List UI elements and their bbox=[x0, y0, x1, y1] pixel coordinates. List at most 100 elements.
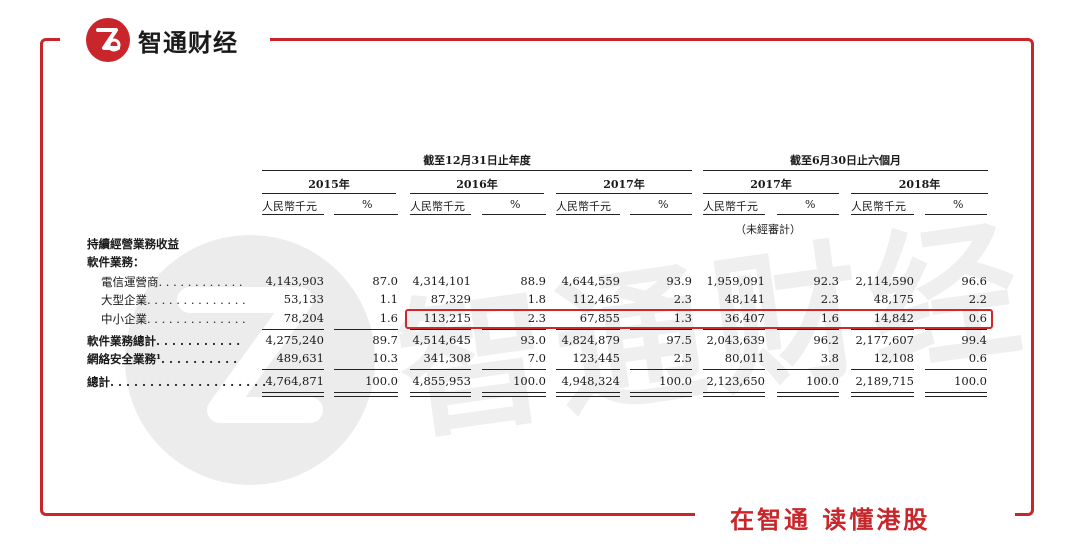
rule bbox=[703, 170, 988, 171]
year-header: 2018年 bbox=[898, 178, 941, 191]
total-rule bbox=[556, 392, 620, 393]
rule bbox=[262, 214, 324, 215]
subtotal-rule bbox=[851, 329, 914, 330]
amount-cell: 4,824,879 bbox=[561, 333, 620, 347]
subtotal-rule bbox=[703, 329, 765, 330]
pct-header: % bbox=[658, 198, 669, 211]
percent-cell: 0.6 bbox=[968, 351, 987, 365]
amount-cell: 4,948,324 bbox=[561, 374, 620, 388]
rule bbox=[777, 214, 839, 215]
subtotal-rule bbox=[777, 329, 839, 330]
amount-cell: 4,644,559 bbox=[561, 274, 620, 288]
amount-cell: 123,445 bbox=[572, 351, 620, 365]
total-rule bbox=[410, 369, 471, 370]
percent-cell: 10.3 bbox=[372, 351, 398, 365]
rule bbox=[262, 193, 396, 194]
row-label: 電信運營商. . . . . . . . . . . . bbox=[101, 275, 243, 289]
amount-cell: 113,215 bbox=[423, 311, 471, 325]
amount-cell: 2,177,607 bbox=[855, 333, 914, 347]
header-group-halfyear: 截至6月30日止六個月 bbox=[790, 154, 901, 167]
percent-cell: 1.3 bbox=[673, 311, 692, 325]
row-label: 網絡安全業務¹. . . . . . . . . . bbox=[87, 352, 238, 366]
total-rule bbox=[334, 369, 398, 370]
amount-cell: 2,123,650 bbox=[706, 374, 765, 388]
percent-cell: 92.3 bbox=[813, 274, 839, 288]
watermark-logo-icon bbox=[120, 230, 380, 494]
total-rule bbox=[482, 396, 546, 397]
brand-name: 智通财经 bbox=[138, 28, 238, 57]
red-frame bbox=[40, 38, 1034, 516]
total-rule bbox=[334, 396, 398, 397]
amount-cell: 14,842 bbox=[873, 311, 914, 325]
rule bbox=[703, 214, 765, 215]
percent-cell: 3.8 bbox=[820, 351, 839, 365]
total-rule bbox=[630, 369, 692, 370]
amount-cell: 1,959,091 bbox=[706, 274, 765, 288]
total-rule bbox=[851, 396, 914, 397]
year-header: 2015年 bbox=[308, 178, 350, 191]
row-label: 軟件業務： bbox=[87, 255, 145, 269]
pct-header: % bbox=[510, 198, 521, 211]
amount-cell: 2,043,639 bbox=[706, 333, 765, 347]
brand-slogan: 在智通 读懂港股 bbox=[730, 506, 931, 534]
total-rule bbox=[556, 369, 620, 370]
total-rule bbox=[703, 392, 765, 393]
subtotal-rule bbox=[630, 329, 692, 330]
amount-cell: 489,631 bbox=[276, 351, 324, 365]
subtotal-rule bbox=[410, 329, 471, 330]
subtotal-rule bbox=[482, 329, 546, 330]
amount-cell: 67,855 bbox=[579, 311, 620, 325]
row-label: 軟件業務總計. . . . . . . . . . . bbox=[87, 334, 241, 348]
total-rule bbox=[262, 392, 324, 393]
unit-header: 人民幣千元 bbox=[262, 200, 317, 213]
amount-cell: 4,514,645 bbox=[412, 333, 471, 347]
subtotal-rule bbox=[556, 329, 620, 330]
percent-cell: 100.0 bbox=[365, 374, 398, 388]
pct-header: % bbox=[362, 198, 373, 211]
percent-cell: 1.1 bbox=[379, 292, 398, 306]
amount-cell: 80,011 bbox=[724, 351, 765, 365]
total-rule bbox=[482, 369, 546, 370]
total-rule bbox=[851, 369, 914, 370]
amount-cell: 112,465 bbox=[572, 292, 620, 306]
rule bbox=[851, 193, 988, 194]
percent-cell: 87.0 bbox=[372, 274, 398, 288]
total-rule bbox=[410, 396, 471, 397]
percent-cell: 2.2 bbox=[968, 292, 987, 306]
rule bbox=[851, 214, 914, 215]
unit-header: 人民幣千元 bbox=[556, 200, 611, 213]
total-rule bbox=[925, 396, 987, 397]
rule bbox=[925, 214, 987, 215]
total-rule bbox=[925, 369, 987, 370]
amount-cell: 12,108 bbox=[873, 351, 914, 365]
total-rule bbox=[334, 392, 398, 393]
logo-icon bbox=[86, 18, 130, 62]
amount-cell: 341,308 bbox=[423, 351, 471, 365]
percent-cell: 88.9 bbox=[520, 274, 546, 288]
percent-cell: 97.5 bbox=[666, 333, 692, 347]
amount-cell: 4,764,871 bbox=[265, 374, 324, 388]
total-rule bbox=[703, 369, 765, 370]
percent-cell: 96.2 bbox=[813, 333, 839, 347]
percent-cell: 96.6 bbox=[961, 274, 987, 288]
total-rule bbox=[630, 392, 692, 393]
percent-cell: 100.0 bbox=[954, 374, 987, 388]
unit-header: 人民幣千元 bbox=[703, 200, 758, 213]
total-rule bbox=[262, 369, 324, 370]
rule bbox=[262, 170, 692, 171]
unit-header: 人民幣千元 bbox=[410, 200, 465, 213]
year-header: 2017年 bbox=[750, 178, 792, 191]
total-rule bbox=[556, 396, 620, 397]
row-label: 持續經營業務收益 bbox=[87, 237, 179, 251]
total-rule bbox=[703, 396, 765, 397]
amount-cell: 2,189,715 bbox=[855, 374, 914, 388]
percent-cell: 100.0 bbox=[806, 374, 839, 388]
percent-cell: 100.0 bbox=[513, 374, 546, 388]
brand-logo: 智通财经 bbox=[86, 18, 238, 62]
amount-cell: 4,855,953 bbox=[412, 374, 471, 388]
amount-cell: 53,133 bbox=[283, 292, 324, 306]
amount-cell: 48,141 bbox=[724, 292, 765, 306]
row-label: 大型企業. . . . . . . . . . . . . . bbox=[101, 293, 246, 307]
percent-cell: 2.5 bbox=[673, 351, 692, 365]
percent-cell: 7.0 bbox=[527, 351, 546, 365]
